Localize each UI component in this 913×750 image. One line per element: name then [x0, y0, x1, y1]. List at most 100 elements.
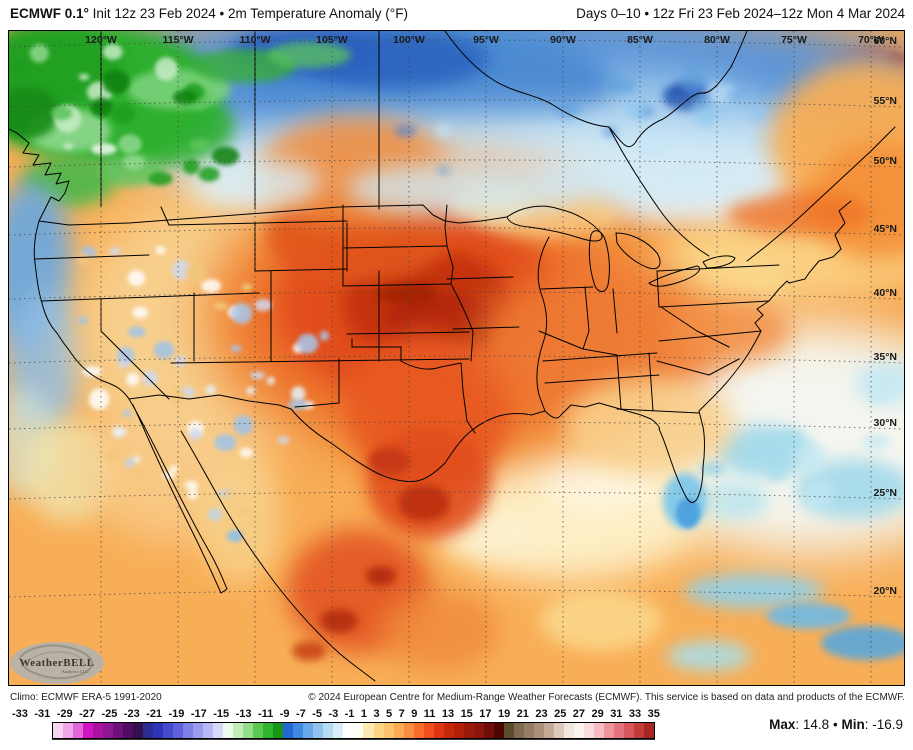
lat-label: 20°N	[874, 585, 897, 597]
colorbar-cell	[253, 723, 264, 738]
colorbar-cell	[323, 723, 334, 738]
colorbar-cell	[283, 723, 294, 738]
lon-label: 90°W	[550, 34, 576, 46]
colorbar-tick: 17	[479, 708, 492, 720]
colorbar-cell	[553, 723, 564, 738]
init-parameter-text: Init 12z 23 Feb 2024 • 2m Temperature An…	[88, 6, 408, 21]
colorbar-cell	[573, 723, 584, 738]
colorbar-tick: 21	[516, 708, 529, 720]
colorbar-tick: 7	[398, 708, 405, 720]
colorbar-cell	[583, 723, 594, 738]
colorbar-cell	[233, 723, 244, 738]
colorbar-cell	[113, 723, 124, 738]
colorbar-tick: 15	[460, 708, 473, 720]
colorbar-tick: -27	[79, 708, 95, 720]
lat-label: 35°N	[874, 351, 897, 363]
lon-label: 80°W	[704, 34, 730, 46]
colorbar-cell	[163, 723, 174, 738]
colorbar-cell	[383, 723, 394, 738]
max-value: 14.8	[802, 717, 830, 732]
colorbar-cell	[363, 723, 374, 738]
colorbar-cell	[473, 723, 484, 738]
min-label: Min	[841, 717, 865, 732]
colorbar-cell	[533, 723, 544, 738]
colorbar-tick: 33	[628, 708, 642, 720]
lat-label: 30°N	[874, 417, 897, 429]
colorbar-cell	[203, 723, 214, 738]
colorbar-tick: 27	[572, 708, 586, 720]
lon-label: 120°W	[85, 34, 117, 46]
lon-label: 110°W	[239, 34, 270, 46]
lat-label: 50°N	[874, 155, 897, 167]
lon-label: 95°W	[473, 34, 499, 46]
separator-dot: •	[832, 717, 838, 732]
colorbar-tick: -31	[34, 708, 51, 720]
colorbar-tick: 23	[535, 708, 548, 720]
colorbar-cell	[613, 723, 624, 738]
lon-label: 85°W	[627, 34, 653, 46]
colorbar-tick: -15	[213, 708, 230, 720]
forecast-map: 120°W 115°W 110°W 105°W 100°W 95°W 90°W 85°W 80°…	[8, 30, 905, 686]
colorbar-tick: -17	[190, 708, 207, 720]
lat-label: 60°N	[874, 35, 897, 47]
colorbar-cell	[213, 723, 224, 738]
latlon-labels: 120°W 115°W 110°W 105°W 100°W 95°W 90°W 85°W 80°…	[85, 34, 897, 597]
colorbar-tick: -19	[168, 708, 185, 720]
colorbar-tick: -13	[235, 708, 252, 720]
min-value: -16.9	[872, 717, 903, 732]
colorbar-cell	[313, 723, 324, 738]
colorbar-cell	[643, 723, 654, 738]
colorbar-cell	[193, 723, 204, 738]
max-label: Max	[769, 717, 796, 732]
weatherbell-logo: WeatherBELL Analytics LLC	[10, 642, 104, 684]
colorbar-tick: 35	[647, 708, 660, 720]
colorbar-tick: -21	[146, 708, 163, 720]
colorbar-cell	[143, 723, 154, 738]
colorbar-tick: -29	[56, 708, 73, 720]
colorbar-tick: 11	[423, 708, 436, 720]
colorbar-cell	[423, 723, 434, 738]
colorbar-cell	[633, 723, 644, 738]
colorbar-tick: -3	[328, 708, 339, 720]
latlon-gridlines	[9, 31, 904, 685]
colorbar-cell	[73, 723, 84, 738]
geo-borders	[9, 31, 896, 682]
colorbar-cell	[373, 723, 384, 738]
lon-label: 115°W	[162, 34, 193, 46]
colorbar-tick: 9	[411, 708, 418, 720]
colorbar-cell	[563, 723, 574, 738]
colorbar-tick: 3	[373, 708, 380, 720]
colorbar-cell	[83, 723, 94, 738]
colorbar-cell	[243, 723, 254, 738]
colorbar-cell	[173, 723, 184, 738]
colorbar-tick: 31	[610, 708, 623, 720]
colorbar-cell	[153, 723, 164, 738]
colorbar-tick: 5	[386, 708, 393, 720]
colorbar-cell	[593, 723, 604, 738]
colorbar-cell	[523, 723, 534, 738]
lat-label: 25°N	[874, 487, 897, 499]
colorbar-cell	[223, 723, 234, 738]
colorbar-tick: -25	[101, 708, 118, 720]
lon-label: 70°W	[858, 34, 884, 46]
colorbar-cell	[493, 723, 504, 738]
colorbar-tick: -33	[12, 708, 28, 720]
colorbar	[52, 722, 655, 739]
colorbar-cell	[463, 723, 474, 738]
colorbar-tick: -1	[344, 708, 355, 720]
lat-label: 40°N	[874, 287, 897, 299]
colorbar-cell	[303, 723, 314, 738]
colorbar-cell	[443, 723, 454, 738]
valid-time-text: Days 0–10 • 12z Fri 23 Feb 2024–12z Mon …	[576, 6, 905, 21]
colorbar-cell	[603, 723, 614, 738]
colorbar-cell	[183, 723, 194, 738]
logo-title: WeatherBELL	[19, 657, 94, 669]
colorbar-tick: -11	[257, 708, 274, 720]
colorbar-tick: -7	[295, 708, 306, 720]
colorbar-tick: -5	[312, 708, 322, 720]
climo-text: Climo: ECMWF ERA-5 1991-2020	[10, 692, 162, 703]
colorbar-cell	[433, 723, 444, 738]
colorbar-cell	[503, 723, 514, 738]
title-bar: ECMWF 0.1° Init 12z 23 Feb 2024 • 2m Tem…	[0, 0, 913, 28]
colorbar-cell	[263, 723, 274, 738]
